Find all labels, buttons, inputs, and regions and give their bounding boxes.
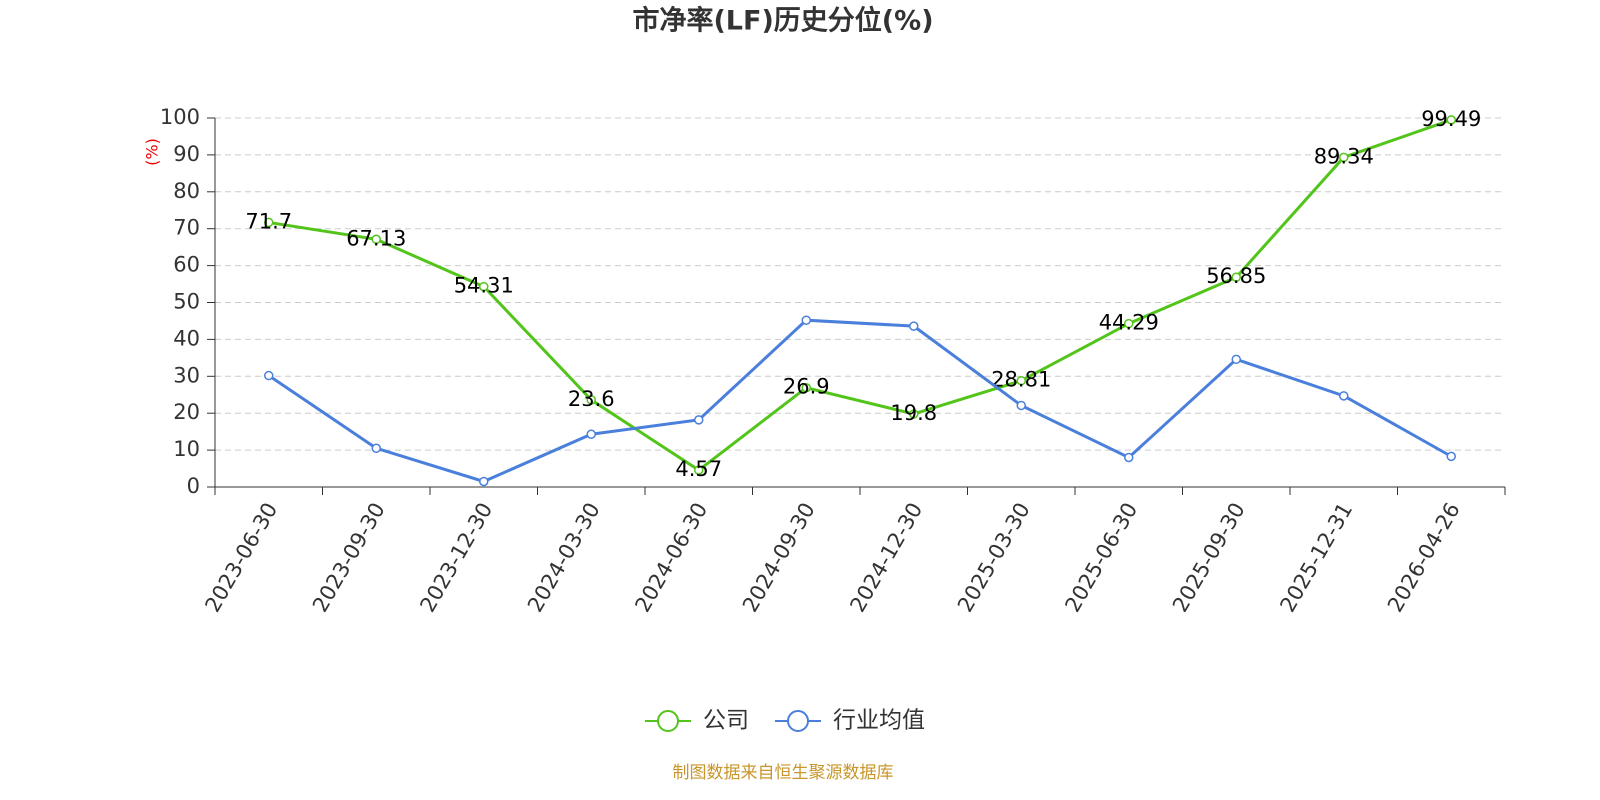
- data-point: [1124, 318, 1134, 329]
- data-point: [1231, 354, 1241, 365]
- source-note: 制图数据来自恒生聚源数据库: [673, 763, 894, 783]
- data-point: [694, 465, 704, 475]
- series-line: [268, 118, 1452, 472]
- x-tick-label: 2025-06-30: [1060, 499, 1142, 617]
- data-point: [801, 382, 811, 393]
- x-tick-label: 2023-09-30: [308, 499, 390, 617]
- x-tick-label: 2026-04-26: [1383, 499, 1465, 617]
- legend-label: 行业均值: [833, 708, 925, 734]
- data-point: [371, 234, 381, 245]
- data-point: [909, 321, 919, 331]
- data-point: [1446, 451, 1456, 462]
- y-tick-label: 90: [173, 142, 200, 166]
- x-tick-label: 2024-12-30: [845, 499, 927, 617]
- data-label: 23.6: [568, 387, 615, 411]
- data-label: 71.7: [245, 209, 292, 233]
- x-tick-label: 2024-06-30: [630, 499, 712, 617]
- data-point: [479, 476, 489, 487]
- x-tick-label: 2025-12-31: [1275, 499, 1357, 617]
- data-point: [479, 281, 489, 292]
- chart-title: 市净率(LF)历史分位(%): [632, 5, 933, 37]
- x-tick-label: 2025-03-30: [953, 499, 1035, 617]
- data-point: [586, 395, 596, 405]
- data-point: [694, 415, 704, 425]
- data-point: [264, 217, 274, 228]
- data-label: 54.31: [454, 274, 514, 298]
- data-point: [1016, 375, 1026, 386]
- series-line: [267, 318, 1452, 484]
- y-tick-label: 50: [173, 290, 200, 314]
- x-tick-label: 2024-09-30: [738, 499, 820, 617]
- data-point: [909, 409, 919, 419]
- data-point: [1339, 391, 1349, 401]
- y-tick-label: 40: [173, 326, 200, 350]
- y-tick-label: 30: [173, 363, 200, 387]
- data-label: 19.8: [890, 401, 937, 425]
- y-tick-label: 100: [160, 105, 200, 129]
- data-point: [586, 429, 596, 439]
- data-label: 26.9: [783, 375, 830, 399]
- x-tick-label: 2023-12-30: [415, 499, 497, 617]
- data-point: [1231, 272, 1241, 282]
- x-tick-label: 2025-09-30: [1168, 499, 1250, 617]
- data-point: [1124, 452, 1134, 463]
- legend-label: 公司: [703, 708, 749, 734]
- legend-marker: [657, 710, 679, 732]
- y-tick-label: 10: [173, 437, 200, 461]
- y-axis-label: (%): [143, 138, 162, 166]
- x-tick-label: 2024-03-30: [523, 499, 605, 617]
- data-label: 4.57: [675, 457, 722, 481]
- data-label: 89.34: [1314, 144, 1374, 168]
- data-label: 99.49: [1421, 107, 1481, 131]
- data-point: [1446, 115, 1456, 125]
- y-tick-label: 60: [173, 253, 200, 277]
- y-tick-label: 20: [173, 400, 200, 424]
- data-label: 28.81: [991, 368, 1051, 392]
- data-point: [1339, 152, 1349, 163]
- data-point: [264, 370, 274, 381]
- y-tick-label: 70: [173, 216, 200, 240]
- data-point: [1016, 400, 1026, 411]
- data-label: 56.85: [1206, 264, 1266, 288]
- data-point: [371, 443, 381, 454]
- data-label: 44.29: [1099, 311, 1159, 335]
- data-label: 67.13: [346, 226, 406, 250]
- y-tick-label: 80: [173, 179, 200, 203]
- x-tick-label: 2023-06-30: [200, 499, 282, 617]
- y-tick-label: 0: [187, 474, 200, 498]
- data-point: [801, 315, 811, 325]
- legend-marker: [787, 710, 809, 732]
